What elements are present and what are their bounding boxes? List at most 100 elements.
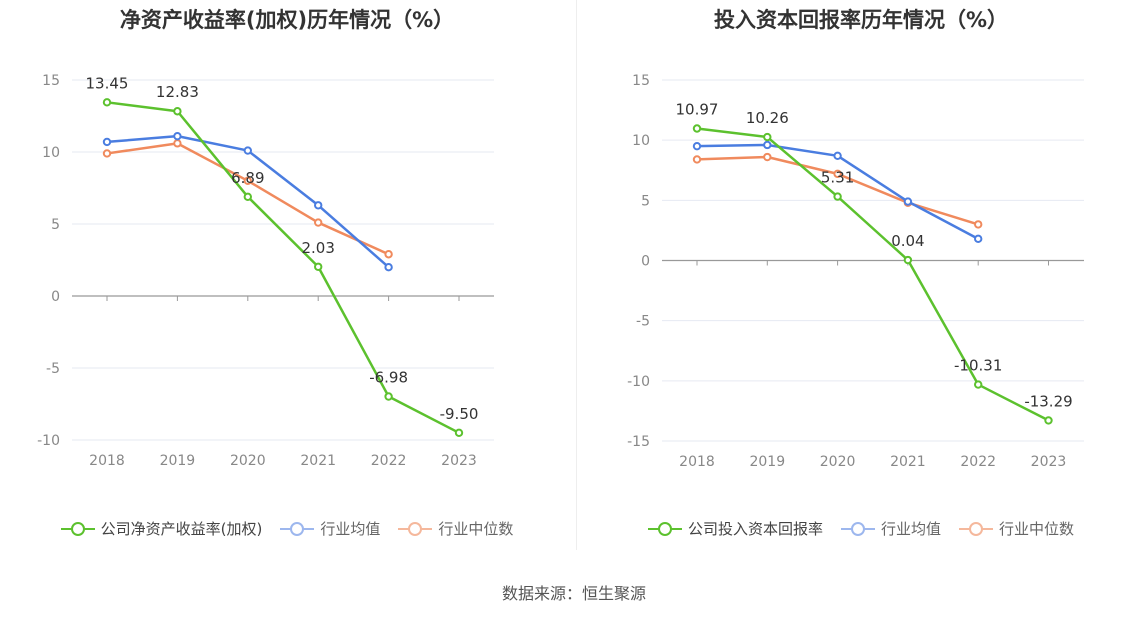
y-tick-label: 5 [641, 193, 650, 209]
x-tick-label: 2023 [441, 453, 477, 469]
x-tick-label: 2019 [160, 453, 196, 469]
data-point [314, 262, 323, 271]
y-tick-label: 10 [42, 145, 60, 161]
series-line [106, 101, 460, 434]
data-point [763, 140, 772, 150]
chart-roic: 投入资本回报率历年情况（%） 15 10 5 0 -5 -10 -15 2018 2019 202… [574, 0, 1148, 560]
y-tick-label: 0 [51, 289, 60, 305]
data-point [384, 250, 393, 259]
data-label: -6.98 [369, 369, 408, 387]
data-label: 0.04 [891, 232, 924, 250]
data-point [763, 152, 772, 162]
series-line [106, 134, 390, 269]
chart-title: 净资产收益率(加权)历年情况（%） [119, 8, 455, 32]
y-tick-label: -5 [46, 361, 60, 377]
x-tick-label: 2018 [679, 454, 715, 470]
data-point [454, 428, 464, 437]
legend-marker-icon [280, 521, 315, 536]
series-line [696, 127, 1050, 422]
data-label: -13.29 [1024, 392, 1072, 410]
y-tick-label: 10 [632, 133, 650, 149]
data-point [102, 149, 112, 158]
data-label: -9.50 [440, 405, 479, 423]
legend-label: 行业均值 [880, 520, 941, 538]
data-point [102, 137, 112, 147]
data-point [974, 234, 983, 244]
data-point [903, 255, 913, 265]
x-tick-label: 2019 [749, 454, 785, 470]
data-label: 10.97 [676, 100, 719, 118]
data-point [243, 192, 253, 201]
x-tick-label: 2021 [890, 454, 926, 470]
legend-label: 行业均值 [320, 520, 381, 538]
data-point [173, 107, 182, 116]
data-point [243, 176, 253, 186]
data-point [314, 218, 323, 227]
data-point [974, 220, 983, 229]
data-source: 数据来源：恒生聚源 [501, 584, 646, 603]
data-point [903, 197, 913, 206]
data-point [243, 146, 253, 155]
panel-divider [576, 0, 577, 550]
data-point [974, 380, 983, 389]
data-label: 5.31 [821, 169, 854, 187]
data-label: 6.89 [231, 169, 264, 187]
data-point [102, 98, 112, 107]
data-point [314, 201, 323, 210]
data-point [692, 124, 702, 133]
legend-item-company[interactable]: 公司净资产收益率(加权) [60, 518, 263, 539]
plot-area-roic: 15 10 5 0 -5 -10 -15 2018 2019 2020 2021 2022 2023 10… [627, 73, 1084, 470]
y-tick-label: -15 [627, 434, 650, 450]
x-tick-label: 2021 [300, 453, 336, 469]
y-tick-label: 15 [42, 73, 60, 89]
legend-item-industry-mean[interactable]: 行业均值 [280, 518, 380, 539]
legend-marker-icon [647, 521, 682, 536]
data-point [173, 139, 182, 148]
legend-label: 公司投入资本回报率 [687, 520, 823, 538]
x-tick-label: 2020 [230, 453, 266, 469]
legend-roic: 公司投入资本回报率 行业均值 行业中位数 [574, 518, 1148, 539]
legend-roe: 公司净资产收益率(加权) 行业均值 行业中位数 [0, 518, 574, 539]
legend-label: 公司净资产收益率(加权) [100, 520, 263, 538]
chart-roe: 净资产收益率(加权)历年情况（%） 15 10 5 0 -5 -10 2018 2019 202… [0, 0, 574, 560]
chart-title: 投入资本回报率历年情况（%） [713, 8, 1009, 32]
y-tick-label: -10 [37, 433, 60, 449]
data-label: 10.26 [746, 109, 789, 127]
legend-label: 行业中位数 [438, 520, 514, 538]
data-point [833, 192, 842, 201]
data-point [1044, 416, 1053, 425]
legend-item-industry-median[interactable]: 行业中位数 [959, 518, 1074, 539]
y-tick-label: 15 [632, 73, 650, 89]
data-point [833, 169, 842, 179]
y-tick-label: 0 [641, 254, 650, 270]
x-tick-label: 2020 [820, 454, 856, 470]
x-tick-label: 2022 [371, 453, 407, 469]
legend-item-industry-mean[interactable]: 行业均值 [840, 518, 941, 539]
x-tick-label: 2022 [960, 454, 996, 470]
data-point [833, 151, 842, 161]
y-tick-label: -5 [636, 314, 650, 330]
x-tick-label: 2018 [89, 453, 125, 469]
legend-label: 行业中位数 [999, 520, 1075, 538]
y-tick-label: 5 [51, 217, 60, 233]
y-tick-label: -10 [627, 374, 650, 390]
legend-marker-icon [959, 521, 993, 536]
plot-area-roe: 15 10 5 0 -5 -10 2018 2019 2020 2021 2022 2023 13.45… [37, 73, 494, 469]
data-point [173, 131, 182, 141]
data-point [384, 263, 393, 272]
legend-item-industry-median[interactable]: 行业中位数 [398, 518, 513, 539]
legend-marker-icon [840, 521, 875, 536]
data-label: 12.83 [156, 83, 199, 101]
data-label: -10.31 [954, 357, 1002, 375]
data-point [384, 392, 393, 401]
data-point [692, 155, 702, 164]
data-point [763, 132, 772, 142]
legend-marker-icon [60, 521, 95, 536]
data-point [692, 141, 702, 151]
series-line [696, 155, 979, 226]
data-label: 13.45 [86, 74, 129, 92]
legend-item-company[interactable]: 公司投入资本回报率 [647, 518, 823, 539]
legend-marker-icon [398, 521, 433, 536]
data-label: 2.03 [301, 239, 334, 257]
x-tick-label: 2023 [1031, 454, 1067, 470]
